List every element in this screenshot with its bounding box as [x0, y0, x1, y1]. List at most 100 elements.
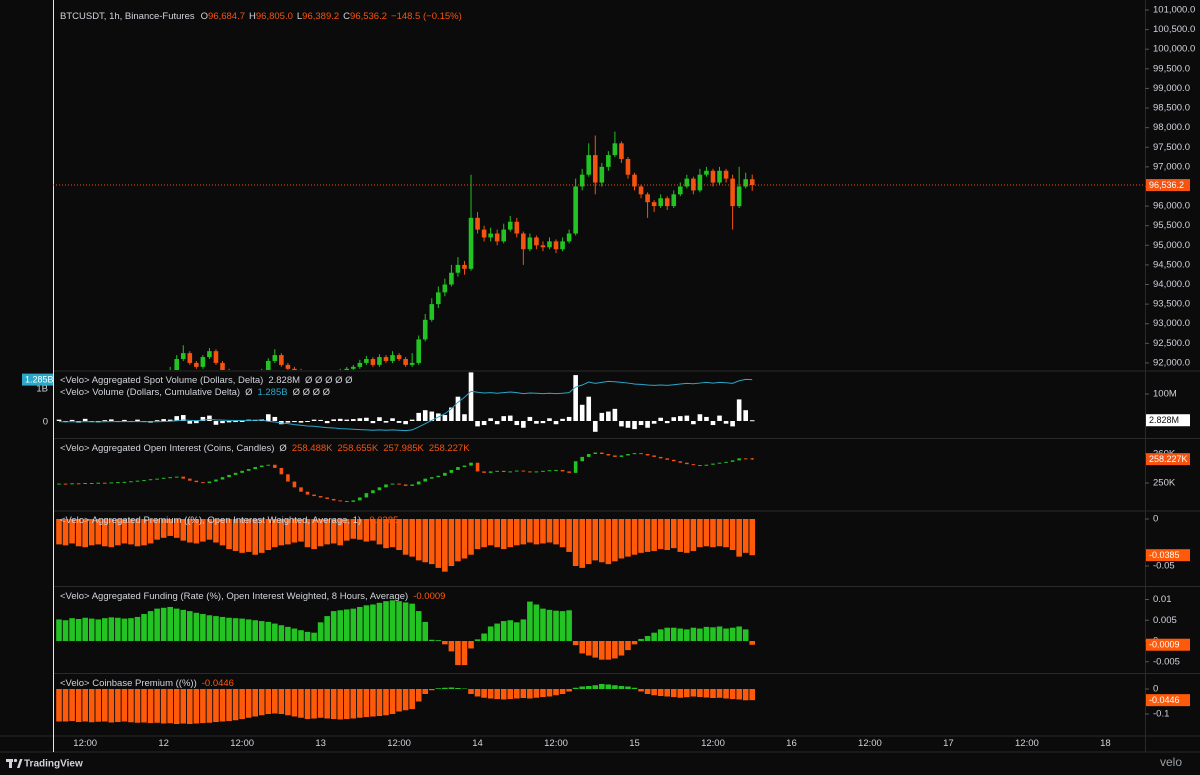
volume-bar: [292, 420, 297, 423]
volume-bar: [239, 420, 245, 422]
indicator-bar: [206, 519, 213, 540]
volume-bar: [226, 420, 232, 423]
indicator-bar: [435, 519, 442, 568]
indicator-bar: [62, 689, 69, 722]
candle-body: [593, 452, 598, 455]
candle-body: [462, 264, 467, 269]
y2-tick-label: 1B: [36, 384, 48, 395]
candle-body: [717, 462, 722, 464]
volume-bar: [612, 408, 618, 421]
indicator-bar: [193, 689, 200, 724]
legend-key: O: [201, 11, 208, 22]
indicator-bar: [664, 627, 671, 641]
y-tick-label: 101,000.0: [1153, 5, 1195, 16]
candle-body: [220, 477, 225, 480]
candle-body: [265, 360, 271, 370]
indicator-bar: [350, 608, 357, 641]
volume-bar: [364, 417, 369, 421]
candle-body: [364, 493, 369, 498]
indicator-bar: [376, 519, 383, 545]
legend-prefix: Ø: [279, 443, 287, 454]
indicator-bar: [265, 621, 272, 641]
value-badge: [1146, 638, 1190, 651]
indicator-bar: [213, 689, 219, 722]
candle-body: [286, 474, 290, 482]
candle-body: [102, 482, 107, 484]
indicator-bar: [115, 617, 121, 641]
indicator-bar: [657, 689, 664, 696]
legend: <Velo> Aggregated Funding (Rate (%), Ope…: [60, 591, 445, 602]
candle-body: [443, 472, 447, 476]
candle-body: [351, 500, 356, 502]
value-badge: [1146, 549, 1190, 562]
indicator-bar: [415, 611, 422, 641]
indicator-bar: [330, 519, 337, 544]
indicator-bar: [618, 519, 625, 559]
indicator-bar: [455, 519, 461, 562]
indicator-bar: [461, 519, 468, 559]
candle-body: [638, 186, 644, 195]
y-tick-label: 94,000.0: [1153, 279, 1190, 290]
indicator-bar: [553, 519, 559, 545]
brand: TradingView: [24, 759, 83, 770]
indicator-bar: [232, 689, 239, 721]
volume-bar: [174, 416, 180, 421]
indicator-bar: [187, 519, 193, 543]
legend-key: C: [343, 11, 350, 22]
indicator-bar: [363, 519, 370, 542]
x-tick-label: 12:00: [1015, 738, 1039, 749]
value-badge-label: -0.0385: [1149, 550, 1180, 560]
volume-bar: [632, 420, 637, 430]
indicator-bar: [553, 610, 559, 641]
indicator-bar: [409, 519, 415, 557]
indicator-bar: [625, 640, 631, 651]
indicator-bar: [513, 689, 520, 699]
volume-bar: [351, 419, 356, 421]
indicator-bar: [82, 689, 88, 722]
indicator-bar: [285, 689, 291, 716]
indicator-bar: [206, 689, 213, 723]
candle-body: [541, 470, 545, 472]
indicator-bar: [677, 519, 684, 552]
indicator-bar: [428, 639, 435, 641]
candle-body: [619, 455, 624, 457]
indicator-bar: [448, 687, 455, 689]
candle-body: [626, 454, 630, 456]
candle-body: [528, 471, 532, 473]
indicator-bar: [200, 614, 206, 641]
indicator-bar: [710, 519, 716, 548]
indicator-bar: [160, 689, 167, 724]
candle-body: [325, 497, 329, 499]
indicator-bar: [69, 618, 75, 641]
indicator-bar: [527, 601, 533, 641]
indicator-bar: [343, 519, 350, 541]
indicator-bar: [389, 519, 396, 548]
volume-bar: [625, 420, 631, 428]
candle-body: [344, 368, 350, 370]
indicator-bar: [402, 602, 409, 641]
indicator-bar: [134, 689, 141, 723]
candle-body: [442, 284, 448, 293]
indicator-bar: [638, 689, 644, 692]
y-tick-label: 100M: [1153, 389, 1177, 400]
candle-body: [148, 479, 153, 481]
indicator-bar: [474, 689, 481, 697]
candle-body: [240, 470, 244, 473]
legend-value: 96,805.0: [256, 11, 293, 22]
candle-body: [743, 458, 748, 460]
volume-bar: [749, 420, 755, 422]
candle-body: [566, 233, 572, 242]
y-tick-label: 93,000.0: [1153, 318, 1190, 329]
candle-body: [116, 482, 120, 484]
indicator-bar: [75, 519, 82, 547]
candle-body: [482, 471, 486, 473]
indicator-bar: [383, 689, 389, 716]
candle-body: [455, 264, 461, 273]
indicator-bar: [219, 689, 226, 722]
indicator-bar: [200, 519, 206, 542]
candle-body: [613, 455, 617, 457]
candle-body: [377, 487, 382, 491]
indicator-bar: [245, 519, 252, 552]
indicator-bar: [513, 519, 520, 546]
legend-value: 258.227K: [429, 443, 470, 454]
